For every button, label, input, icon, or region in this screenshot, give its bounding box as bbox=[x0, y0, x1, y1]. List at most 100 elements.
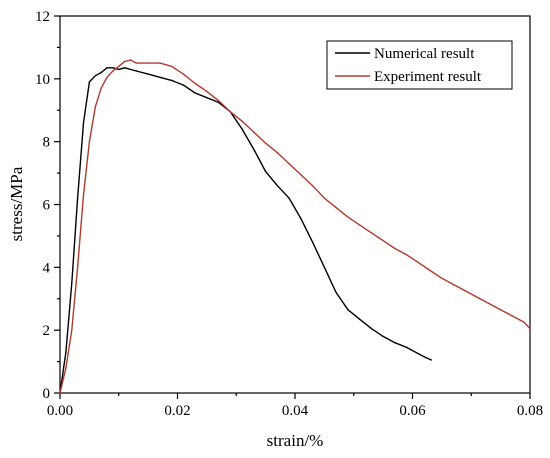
series-experiment-result-group bbox=[59, 59, 531, 394]
data-point bbox=[347, 216, 349, 218]
data-point bbox=[65, 351, 67, 353]
data-point bbox=[88, 141, 91, 143]
data-point bbox=[464, 290, 467, 292]
data-point bbox=[264, 142, 267, 144]
data-point bbox=[264, 170, 267, 173]
data-point bbox=[59, 392, 61, 394]
data-point bbox=[159, 62, 161, 64]
data-point bbox=[206, 97, 208, 99]
y-tick-label: 0 bbox=[43, 386, 51, 402]
y-tick-label: 12 bbox=[35, 9, 50, 25]
data-point bbox=[476, 296, 478, 298]
data-point bbox=[417, 261, 420, 264]
data-point bbox=[106, 76, 108, 79]
data-point bbox=[71, 282, 73, 284]
data-point bbox=[129, 59, 132, 61]
data-point bbox=[112, 70, 114, 72]
data-point bbox=[229, 111, 232, 113]
legend: Numerical result Experiment result bbox=[326, 40, 513, 90]
data-point bbox=[288, 197, 290, 199]
data-point bbox=[100, 71, 102, 74]
series-lines bbox=[59, 59, 531, 394]
y-tick-label: 10 bbox=[35, 72, 50, 88]
data-point bbox=[170, 79, 173, 82]
y-axis-title: stress/MPa bbox=[7, 166, 26, 241]
data-point bbox=[441, 277, 443, 279]
data-point bbox=[217, 100, 220, 102]
data-point bbox=[394, 247, 396, 250]
y-axis-tick-labels: 0 2 4 6 8 10 12 bbox=[35, 9, 51, 402]
data-point bbox=[182, 73, 185, 75]
data-point bbox=[511, 315, 514, 317]
data-point bbox=[241, 120, 243, 122]
data-point bbox=[358, 318, 361, 320]
y-tick-label: 4 bbox=[43, 260, 51, 276]
data-point bbox=[88, 81, 91, 83]
data-point bbox=[335, 206, 337, 209]
data-point bbox=[147, 73, 149, 75]
data-point bbox=[323, 197, 326, 199]
x-tick-label: 0.06 bbox=[399, 403, 426, 419]
x-axis-ticks bbox=[59, 393, 531, 399]
data-point bbox=[417, 353, 420, 355]
data-point bbox=[311, 185, 314, 187]
x-tick-label: 0.02 bbox=[164, 403, 190, 419]
data-point bbox=[382, 239, 384, 242]
data-point bbox=[71, 329, 73, 331]
data-point bbox=[241, 128, 243, 130]
data-point bbox=[429, 269, 431, 272]
data-point bbox=[123, 67, 126, 69]
x-axis-title: strain/% bbox=[267, 431, 324, 450]
data-point bbox=[94, 106, 97, 108]
data-point bbox=[135, 70, 138, 72]
data-point bbox=[523, 321, 525, 323]
data-point bbox=[106, 67, 108, 69]
data-point bbox=[370, 327, 373, 330]
data-point bbox=[147, 62, 149, 64]
data-point bbox=[405, 254, 408, 256]
data-point bbox=[182, 84, 185, 86]
data-point bbox=[529, 327, 531, 330]
data-point bbox=[276, 152, 279, 154]
data-point bbox=[300, 174, 302, 176]
data-point bbox=[65, 367, 67, 369]
data-point bbox=[405, 346, 408, 349]
x-tick-label: 0.00 bbox=[47, 403, 73, 419]
data-point bbox=[323, 266, 326, 268]
data-point bbox=[118, 65, 120, 68]
data-point bbox=[335, 291, 337, 294]
y-tick-label: 2 bbox=[43, 323, 51, 339]
data-point bbox=[206, 90, 208, 93]
legend-box bbox=[326, 40, 513, 90]
y-tick-label: 6 bbox=[43, 198, 51, 214]
data-point bbox=[194, 92, 196, 94]
x-tick-label: 0.08 bbox=[517, 403, 543, 419]
data-point bbox=[118, 68, 120, 71]
data-point bbox=[430, 359, 432, 361]
data-point bbox=[370, 232, 373, 234]
data-point bbox=[300, 217, 302, 220]
y-axis-ticks bbox=[54, 15, 60, 394]
y-tick-label: 8 bbox=[43, 135, 51, 151]
data-point bbox=[112, 67, 114, 69]
data-point bbox=[94, 75, 97, 77]
data-point bbox=[82, 194, 85, 196]
data-point bbox=[276, 185, 279, 187]
data-point bbox=[499, 309, 502, 311]
data-point bbox=[82, 122, 85, 124]
data-point bbox=[358, 224, 361, 226]
x-axis-tick-labels: 0.00 0.02 0.04 0.06 0.08 bbox=[47, 403, 543, 419]
data-point bbox=[76, 266, 79, 268]
data-point bbox=[488, 302, 490, 305]
data-point bbox=[253, 131, 255, 133]
data-point bbox=[394, 342, 396, 344]
data-point bbox=[253, 148, 255, 151]
legend-label-numerical: Numerical result bbox=[374, 46, 475, 62]
data-point bbox=[100, 87, 102, 90]
data-point bbox=[347, 309, 349, 311]
data-point bbox=[170, 65, 173, 68]
data-point bbox=[452, 283, 455, 286]
data-point bbox=[159, 76, 161, 79]
data-point bbox=[76, 197, 79, 199]
